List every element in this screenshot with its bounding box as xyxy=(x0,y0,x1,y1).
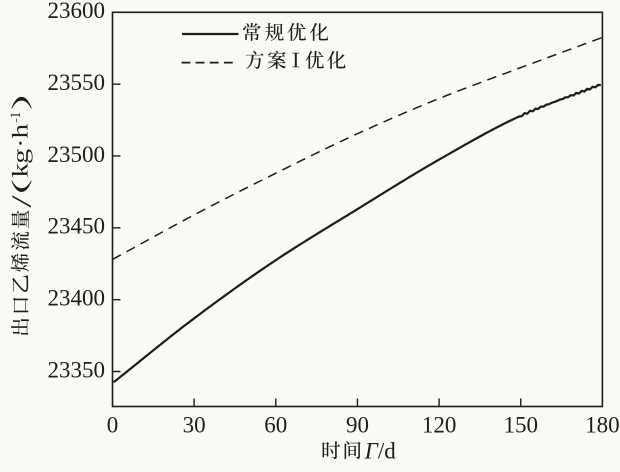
svg-text:23500: 23500 xyxy=(48,142,106,167)
svg-text:Γ/d: Γ/d xyxy=(364,439,396,464)
svg-text:23400: 23400 xyxy=(48,286,106,311)
svg-text:23600: 23600 xyxy=(48,0,106,23)
svg-text:30: 30 xyxy=(183,413,206,438)
svg-text:23350: 23350 xyxy=(48,357,106,382)
svg-text:23550: 23550 xyxy=(48,70,106,95)
svg-text:180: 180 xyxy=(585,413,620,438)
svg-text:60: 60 xyxy=(264,413,287,438)
svg-text:150: 150 xyxy=(504,413,539,438)
svg-text:23450: 23450 xyxy=(48,214,106,239)
svg-text:90: 90 xyxy=(346,413,369,438)
svg-text:120: 120 xyxy=(422,413,457,438)
svg-text:0: 0 xyxy=(107,413,119,438)
